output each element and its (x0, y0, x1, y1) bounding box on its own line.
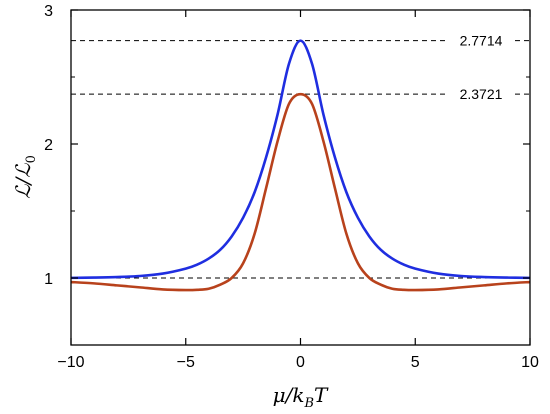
x-tick-label: −5 (177, 354, 195, 371)
axis-tick-labels: −10 −5 0 5 10 1 2 3 (44, 3, 539, 371)
series-line-1 (70, 92, 531, 292)
reference-line-label-1: 2.3721 (460, 86, 503, 102)
y-axis-label: ℒ/ℒ0 (11, 155, 39, 199)
series-lines (70, 39, 531, 292)
y-tick-label: 1 (44, 271, 53, 288)
series-line-0 (70, 39, 531, 280)
x-tick-label: 0 (296, 354, 305, 371)
y-axis-label-num: ℒ/ℒ (11, 163, 35, 199)
y-axis-label-sub: 0 (24, 155, 39, 163)
reference-line-label-0: 2.7714 (460, 33, 503, 49)
x-tick-label: −10 (57, 354, 84, 371)
reference-line-labels: 2.7714 2.3721 (460, 33, 503, 103)
x-axis-label: μ/kBT (273, 383, 329, 411)
x-tick-label: 5 (411, 354, 420, 371)
x-axis-label-t: T (314, 383, 329, 407)
x-axis-label-sub-b: B (303, 396, 314, 411)
x-axis-label-mu: μ/ (273, 383, 295, 407)
reference-lines (71, 40, 530, 279)
y-tick-label: 3 (44, 3, 53, 20)
x-tick-label: 10 (521, 354, 539, 371)
axis-ticks (70, 9, 531, 345)
y-tick-label: 2 (44, 137, 53, 154)
x-axis-label-k: k (292, 383, 304, 407)
plot-frame (70, 9, 531, 346)
